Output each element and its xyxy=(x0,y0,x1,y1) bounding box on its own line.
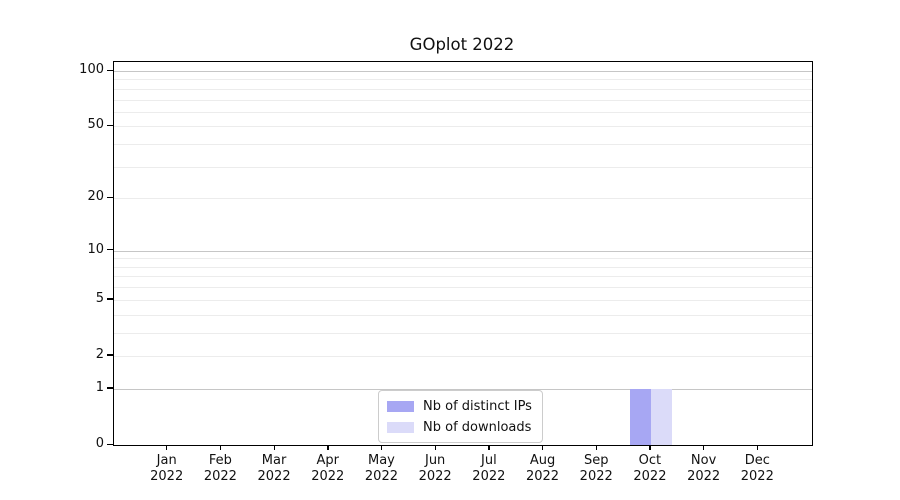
legend-label-downloads: Nb of downloads xyxy=(423,419,532,435)
x-tick-year: 2022 xyxy=(257,469,291,484)
x-tick-month: Jun xyxy=(424,453,446,468)
x-tick-year: 2022 xyxy=(687,469,721,484)
y-tick-mark xyxy=(107,443,113,445)
bar-nb-of-distinct-ips xyxy=(629,388,651,445)
y-tick-mark xyxy=(107,249,113,251)
legend-item-distinct-ips: Nb of distinct IPs xyxy=(387,397,532,415)
x-tick-month: Apr xyxy=(316,453,340,468)
minor-gridline xyxy=(114,258,812,260)
y-tick-label: 2 xyxy=(95,346,104,362)
minor-gridline xyxy=(114,99,812,101)
x-tick-mark xyxy=(756,445,759,450)
y-tick-mark xyxy=(107,354,113,356)
y-tick-mark xyxy=(107,124,113,127)
minor-gridline xyxy=(114,198,812,200)
x-tick-year: 2022 xyxy=(150,469,184,484)
x-tick-year: 2022 xyxy=(418,469,452,484)
x-tick-month: Nov xyxy=(690,453,717,468)
y-tick-mark xyxy=(107,196,113,199)
minor-gridline xyxy=(114,88,812,90)
bar-nb-of-downloads xyxy=(650,388,672,445)
x-tick-year: 2022 xyxy=(311,469,345,484)
y-tick-label: 100 xyxy=(79,62,104,77)
x-tick-month: Sep xyxy=(583,453,609,468)
y-tick-mark xyxy=(107,298,113,300)
y-tick-mark xyxy=(107,387,113,389)
major-gridline xyxy=(114,250,812,252)
x-tick-mark xyxy=(219,445,222,450)
minor-gridline xyxy=(114,111,812,113)
x-tick-label: Apr 2022 xyxy=(296,453,360,485)
x-tick-mark xyxy=(542,445,544,450)
x-tick-label: Aug 2022 xyxy=(511,453,575,485)
x-tick-label: Jul 2022 xyxy=(457,453,521,485)
x-tick-month: May xyxy=(368,453,395,468)
chart-title: GOplot 2022 xyxy=(409,35,515,54)
y-tick-label: 5 xyxy=(95,290,104,306)
x-tick-year: 2022 xyxy=(740,469,774,484)
x-tick-label: Feb 2022 xyxy=(188,453,252,485)
legend-item-downloads: Nb of downloads xyxy=(387,418,532,436)
legend-swatch-distinct-ips xyxy=(387,400,414,412)
x-tick-mark xyxy=(649,445,651,450)
legend-swatch-downloads xyxy=(387,421,414,433)
minor-gridline xyxy=(114,276,812,278)
y-tick-label: 1 xyxy=(95,379,104,395)
minor-gridline xyxy=(114,332,812,334)
x-tick-month: Jul xyxy=(481,453,497,468)
x-tick-year: 2022 xyxy=(525,469,560,484)
x-tick-label: Oct 2022 xyxy=(618,453,682,485)
y-tick-mark xyxy=(107,69,113,71)
x-tick-year: 2022 xyxy=(203,469,237,484)
x-tick-label: Nov 2022 xyxy=(672,453,736,485)
minor-gridline xyxy=(114,126,812,128)
major-gridline xyxy=(114,388,812,390)
major-gridline xyxy=(114,71,812,72)
x-tick-year: 2022 xyxy=(633,469,667,484)
legend-label-distinct-ips: Nb of distinct IPs xyxy=(423,398,532,414)
x-tick-mark xyxy=(380,445,383,450)
y-tick-label: 0 xyxy=(95,436,104,451)
x-tick-mark xyxy=(703,445,705,450)
minor-gridline xyxy=(114,266,812,268)
x-tick-label: Mar 2022 xyxy=(242,453,306,485)
x-tick-year: 2022 xyxy=(364,469,398,484)
x-tick-mark xyxy=(434,445,436,450)
legend: Nb of distinct IPs Nb of downloads xyxy=(378,390,543,443)
x-tick-mark xyxy=(166,445,168,450)
x-tick-month: Jan xyxy=(156,453,177,468)
x-tick-label: Sep 2022 xyxy=(564,453,628,485)
minor-gridline xyxy=(114,355,812,357)
y-tick-label: 10 xyxy=(87,241,104,257)
x-tick-year: 2022 xyxy=(472,469,506,484)
x-tick-mark xyxy=(327,445,329,450)
minor-gridline xyxy=(114,314,812,316)
x-tick-month: Oct xyxy=(638,453,662,468)
x-tick-mark xyxy=(595,445,598,450)
x-tick-label: Jan 2022 xyxy=(135,453,199,485)
x-tick-mark xyxy=(273,445,275,450)
minor-gridline xyxy=(114,144,812,146)
x-tick-month: Dec xyxy=(744,453,770,468)
x-tick-year: 2022 xyxy=(579,469,613,484)
x-tick-label: May 2022 xyxy=(349,453,413,485)
minor-gridline xyxy=(114,299,812,301)
x-tick-label: Jun 2022 xyxy=(403,453,467,485)
x-tick-mark xyxy=(488,445,490,450)
minor-gridline xyxy=(114,287,812,289)
minor-gridline xyxy=(114,166,812,168)
x-tick-label: Dec 2022 xyxy=(725,453,789,485)
x-tick-month: Mar xyxy=(261,453,287,468)
x-tick-month: Feb xyxy=(208,453,232,468)
minor-gridline xyxy=(114,79,812,81)
x-tick-month: Aug xyxy=(529,453,556,468)
y-tick-label: 50 xyxy=(87,117,104,133)
y-tick-label: 20 xyxy=(87,189,104,205)
plot-area: Nb of distinct IPs Nb of downloads xyxy=(113,61,813,446)
